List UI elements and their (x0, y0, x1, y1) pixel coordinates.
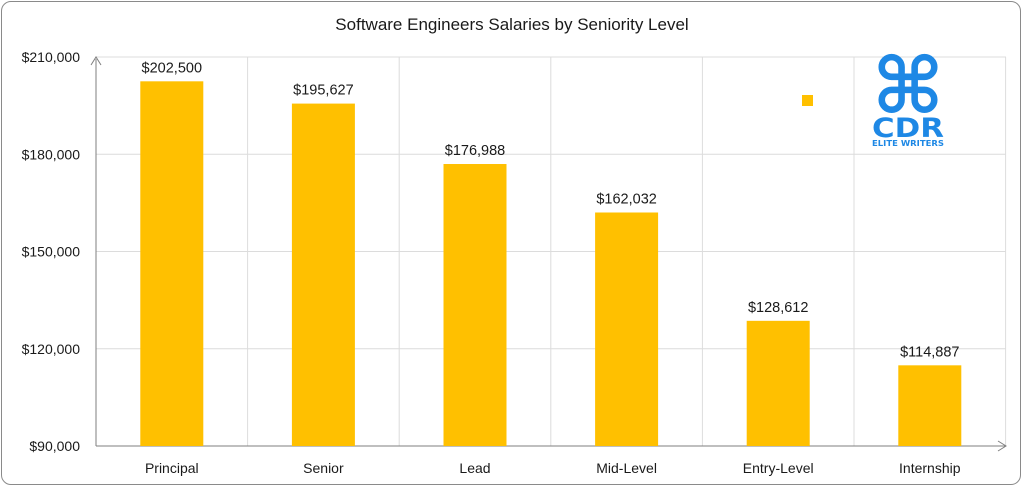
y-tick-label: $120,000 (22, 341, 81, 357)
x-axis-arrow-icon (997, 440, 1007, 452)
grid-lines (96, 56, 1007, 446)
y-tick-label: $150,000 (22, 244, 81, 260)
y-tick-label: $90,000 (29, 438, 80, 454)
bar (898, 365, 962, 446)
bar (140, 81, 204, 446)
data-label: $114,887 (900, 344, 959, 360)
bar (595, 212, 659, 446)
cdr-elite-writers-logo: ⌘ CDR ELITE WRITERS (872, 42, 944, 148)
logo-main-text: CDR (872, 113, 944, 144)
data-label: $162,032 (596, 191, 656, 207)
cdr-logo-glyph-icon: ⌘ (872, 42, 944, 132)
y-tick-label: $210,000 (22, 49, 81, 65)
y-tick-label: $180,000 (22, 146, 81, 162)
data-label: $202,500 (142, 60, 202, 76)
data-label: $176,988 (445, 143, 505, 159)
y-axis-ticks: $90,000 $120,000 $150,000 $180,000 $210,000 (22, 49, 81, 454)
data-label: $195,627 (293, 83, 353, 99)
x-tick-label: Internship (899, 460, 961, 476)
logo-tagline: ELITE WRITERS (872, 139, 944, 148)
bar (291, 103, 355, 447)
data-label: $128,612 (748, 300, 808, 316)
legend-marker (802, 95, 813, 106)
x-tick-label: Mid-Level (596, 460, 657, 476)
x-axis-ticks: Principal Senior Lead Mid-Level Entry-Level I… (145, 460, 961, 476)
bar (746, 320, 810, 446)
y-axis-arrow-icon (90, 56, 102, 66)
x-tick-label: Entry-Level (743, 460, 814, 476)
chart-title: Software Engineers Salaries by Seniority… (335, 15, 688, 34)
x-tick-label: Senior (303, 460, 344, 476)
bar (443, 164, 507, 446)
axes (90, 56, 1007, 452)
bars: $202,500 $195,627 $176,988 $162,032 $128,612… (140, 60, 962, 447)
x-tick-label: Principal (145, 460, 199, 476)
x-tick-label: Lead (459, 460, 490, 476)
